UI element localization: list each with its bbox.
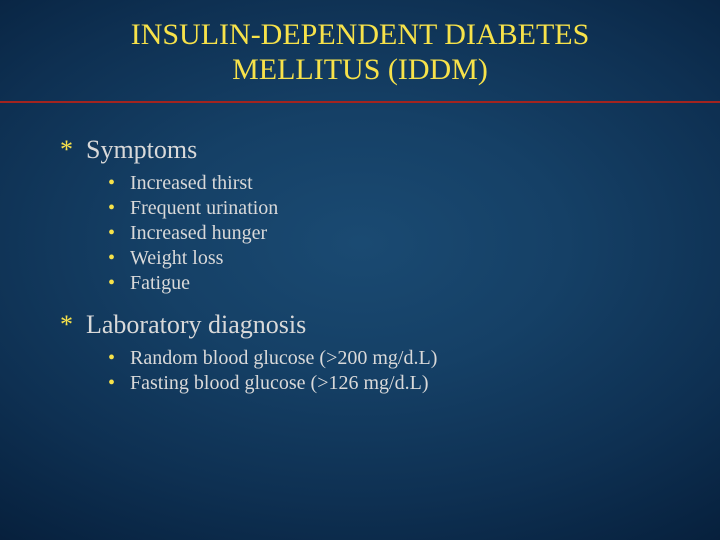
list-item-text: Fasting blood glucose (>126 mg/d.L) xyxy=(130,371,428,396)
section-heading-text: Symptoms xyxy=(86,135,197,165)
section-heading-text: Laboratory diagnosis xyxy=(86,310,306,340)
list-item-text: Fatigue xyxy=(130,271,190,296)
list-item-text: Frequent urination xyxy=(130,196,278,221)
list-item-text: Increased hunger xyxy=(130,221,267,246)
bullet-icon: • xyxy=(108,196,130,221)
slide-title: INSULIN-DEPENDENT DIABETES MELLITUS (IDD… xyxy=(40,18,680,87)
list-item: • Fatigue xyxy=(108,271,670,296)
list-item: • Increased hunger xyxy=(108,221,670,246)
list-item-text: Weight loss xyxy=(130,246,223,271)
bullet-icon: • xyxy=(108,271,130,296)
section-heading: * Symptoms xyxy=(60,135,670,165)
list-item: • Fasting blood glucose (>126 mg/d.L) xyxy=(108,371,670,396)
bullet-icon: • xyxy=(108,246,130,271)
list-item: • Increased thirst xyxy=(108,171,670,196)
slide-body: * Symptoms • Increased thirst • Frequent… xyxy=(0,103,720,396)
title-line-2: MELLITUS (IDDM) xyxy=(232,53,488,86)
bullet-icon: • xyxy=(108,346,130,371)
list-item: • Frequent urination xyxy=(108,196,670,221)
list-item: • Random blood glucose (>200 mg/d.L) xyxy=(108,346,670,371)
bullet-icon: • xyxy=(108,371,130,396)
asterisk-icon: * xyxy=(60,135,86,165)
title-line-1: INSULIN-DEPENDENT DIABETES xyxy=(131,18,590,51)
bullet-icon: • xyxy=(108,221,130,246)
section-heading: * Laboratory diagnosis xyxy=(60,310,670,340)
list-item-text: Random blood glucose (>200 mg/d.L) xyxy=(130,346,437,371)
list-item: • Weight loss xyxy=(108,246,670,271)
bullet-icon: • xyxy=(108,171,130,196)
bullet-group: • Increased thirst • Frequent urination … xyxy=(108,171,670,296)
asterisk-icon: * xyxy=(60,310,86,340)
bullet-group: • Random blood glucose (>200 mg/d.L) • F… xyxy=(108,346,670,396)
list-item-text: Increased thirst xyxy=(130,171,253,196)
slide: INSULIN-DEPENDENT DIABETES MELLITUS (IDD… xyxy=(0,0,720,540)
